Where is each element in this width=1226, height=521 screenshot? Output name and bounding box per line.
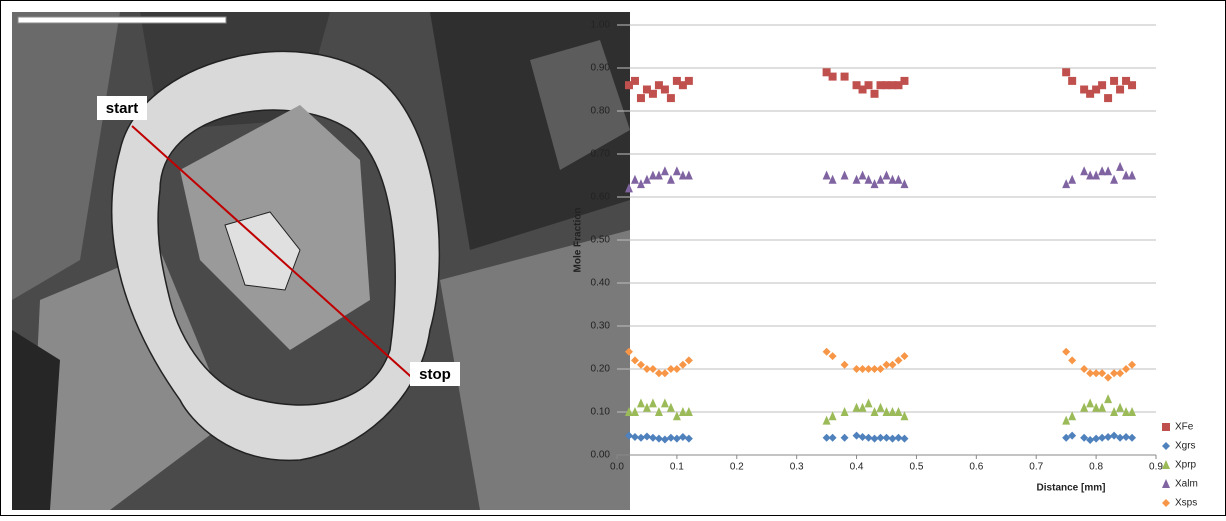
legend-label: Xsps xyxy=(1175,498,1197,509)
marker xyxy=(667,94,675,102)
marker xyxy=(1128,81,1136,89)
marker xyxy=(1062,68,1070,76)
y-tick-label: 0.70 xyxy=(591,149,611,160)
x-tick-label: 0.3 xyxy=(790,462,804,473)
marker xyxy=(1110,77,1118,85)
marker xyxy=(1098,81,1106,89)
y-tick-label: 0.10 xyxy=(591,407,611,418)
x-tick-label: 0.1 xyxy=(670,462,684,473)
y-tick-label: 0.20 xyxy=(591,364,611,375)
y-tick-label: 0.00 xyxy=(591,450,611,461)
y-tick-label: 1.00 xyxy=(591,20,611,31)
x-axis-title: Distance [mm] xyxy=(1037,483,1106,494)
y-tick-label: 0.90 xyxy=(591,63,611,74)
y-tick-label: 0.80 xyxy=(591,106,611,117)
marker xyxy=(661,86,669,94)
y-tick-label: 0.30 xyxy=(591,321,611,332)
y-tick-label: 0.40 xyxy=(591,278,611,289)
stop-label: stop xyxy=(419,366,451,383)
x-tick-label: 0.2 xyxy=(730,462,744,473)
x-tick-label: 0.0 xyxy=(610,462,624,473)
x-tick-label: 0.7 xyxy=(1029,462,1043,473)
marker xyxy=(865,81,873,89)
marker xyxy=(829,73,837,81)
legend-label: Xalm xyxy=(1175,479,1198,490)
legend-marker xyxy=(1162,423,1170,431)
marker xyxy=(1104,94,1112,102)
x-tick-label: 0.5 xyxy=(909,462,923,473)
x-tick-label: 0.6 xyxy=(969,462,983,473)
y-tick-label: 0.50 xyxy=(591,235,611,246)
marker xyxy=(1116,86,1124,94)
marker xyxy=(631,77,639,85)
y-axis-title: Mole Fraction xyxy=(573,207,584,272)
x-tick-label: 0.8 xyxy=(1089,462,1103,473)
micrograph: start stop xyxy=(12,12,630,510)
x-tick-label: 0.9 xyxy=(1149,462,1163,473)
marker xyxy=(1068,77,1076,85)
legend-label: Xprp xyxy=(1175,460,1197,471)
marker xyxy=(637,94,645,102)
scale-bar xyxy=(18,17,226,23)
y-tick-label: 0.60 xyxy=(591,192,611,203)
marker xyxy=(841,73,849,81)
start-label: start xyxy=(106,100,139,117)
marker xyxy=(685,77,693,85)
marker xyxy=(900,77,908,85)
legend-label: XFe xyxy=(1175,422,1194,433)
legend-label: Xgrs xyxy=(1175,441,1196,452)
marker xyxy=(871,90,879,98)
page: start stop Distance [mm] Mole Fraction 0… xyxy=(0,0,1226,516)
x-tick-label: 0.4 xyxy=(850,462,864,473)
marker xyxy=(649,90,657,98)
